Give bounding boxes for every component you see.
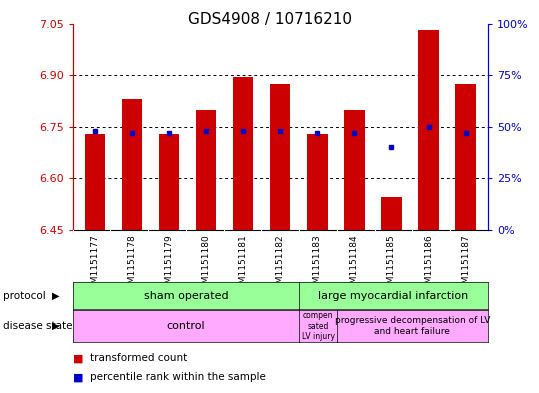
Text: GSM1151179: GSM1151179 [164, 234, 174, 295]
Bar [307, 134, 328, 230]
Text: GSM1151178: GSM1151178 [128, 234, 136, 295]
Text: disease state: disease state [3, 321, 72, 331]
Text: transformed count: transformed count [90, 353, 187, 364]
Text: ▶: ▶ [52, 290, 60, 301]
Text: compen
sated
LV injury: compen sated LV injury [301, 311, 335, 341]
Bar [196, 110, 216, 230]
Text: large myocardial infarction: large myocardial infarction [319, 290, 468, 301]
Bar [159, 134, 179, 230]
Bar [344, 110, 364, 230]
Text: ■: ■ [73, 372, 83, 382]
Text: GSM1151181: GSM1151181 [239, 234, 248, 295]
Text: control: control [167, 321, 205, 331]
Bar [418, 30, 439, 230]
Text: GSM1151177: GSM1151177 [91, 234, 100, 295]
Bar [455, 84, 476, 230]
Text: GSM1151180: GSM1151180 [202, 234, 211, 295]
Text: GSM1151187: GSM1151187 [461, 234, 470, 295]
Bar [122, 99, 142, 230]
Bar [85, 134, 105, 230]
Text: GDS4908 / 10716210: GDS4908 / 10716210 [188, 12, 351, 27]
Text: GSM1151184: GSM1151184 [350, 234, 359, 295]
Text: GSM1151182: GSM1151182 [276, 234, 285, 295]
Text: percentile rank within the sample: percentile rank within the sample [90, 372, 266, 382]
Text: progressive decompensation of LV
and heart failure: progressive decompensation of LV and hea… [335, 316, 490, 336]
Bar [381, 197, 402, 230]
Text: ■: ■ [73, 353, 83, 364]
Text: sham operated: sham operated [143, 290, 229, 301]
Text: protocol: protocol [3, 290, 45, 301]
Text: GSM1151183: GSM1151183 [313, 234, 322, 295]
Text: ▶: ▶ [52, 321, 60, 331]
Text: GSM1151186: GSM1151186 [424, 234, 433, 295]
Bar [270, 84, 291, 230]
Text: GSM1151185: GSM1151185 [387, 234, 396, 295]
Bar [233, 77, 253, 230]
